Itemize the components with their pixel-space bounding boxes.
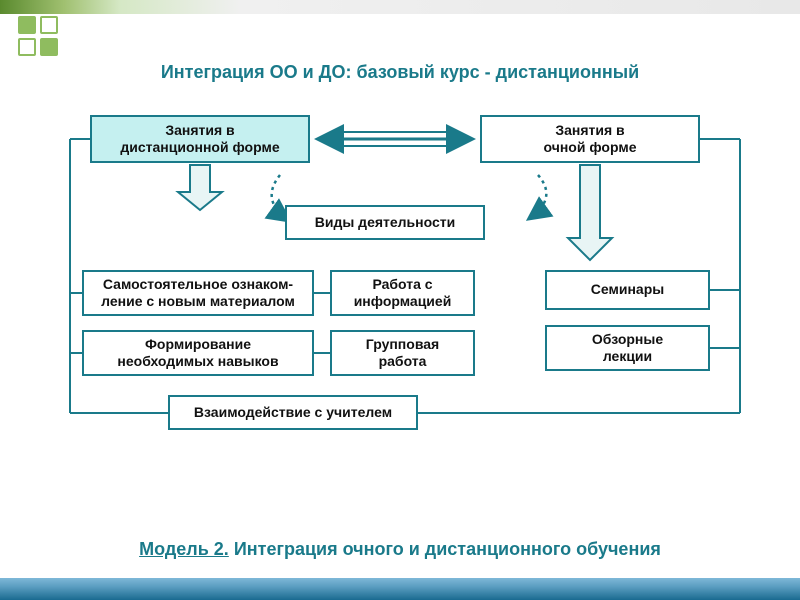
- box-distance: Занятия в дистанционной форме: [90, 115, 310, 163]
- down-arrow-left: [178, 165, 222, 210]
- box-groupwork: Групповая работа: [330, 330, 475, 376]
- box-infowork: Работа с информацией: [330, 270, 475, 316]
- slide-top-border: [0, 0, 800, 14]
- footer-caption: Модель 2. Интеграция очного и дистанцион…: [0, 539, 800, 560]
- down-arrow-right: [568, 165, 612, 260]
- diagram-canvas: Занятия в дистанционной форме Занятия в о…: [60, 110, 750, 490]
- box-skills: Формирование необходимых навыков: [82, 330, 314, 376]
- box-activities: Виды деятельности: [285, 205, 485, 240]
- curve-arrow-right: [530, 175, 546, 218]
- footer-rest: Интеграция очного и дистанционного обуче…: [229, 539, 661, 559]
- slide-title: Интеграция ОО и ДО: базовый курс - диста…: [0, 62, 800, 83]
- box-teacher: Взаимодействие с учителем: [168, 395, 418, 430]
- box-selfstudy: Самостоятельное ознаком- ление с новым м…: [82, 270, 314, 316]
- box-inperson: Занятия в очной форме: [480, 115, 700, 163]
- box-lectures: Обзорные лекции: [545, 325, 710, 371]
- footer-label: Модель 2.: [139, 539, 229, 559]
- box-seminars: Семинары: [545, 270, 710, 310]
- slide-bottom-border: [0, 578, 800, 600]
- decor-corner-squares: [18, 16, 58, 56]
